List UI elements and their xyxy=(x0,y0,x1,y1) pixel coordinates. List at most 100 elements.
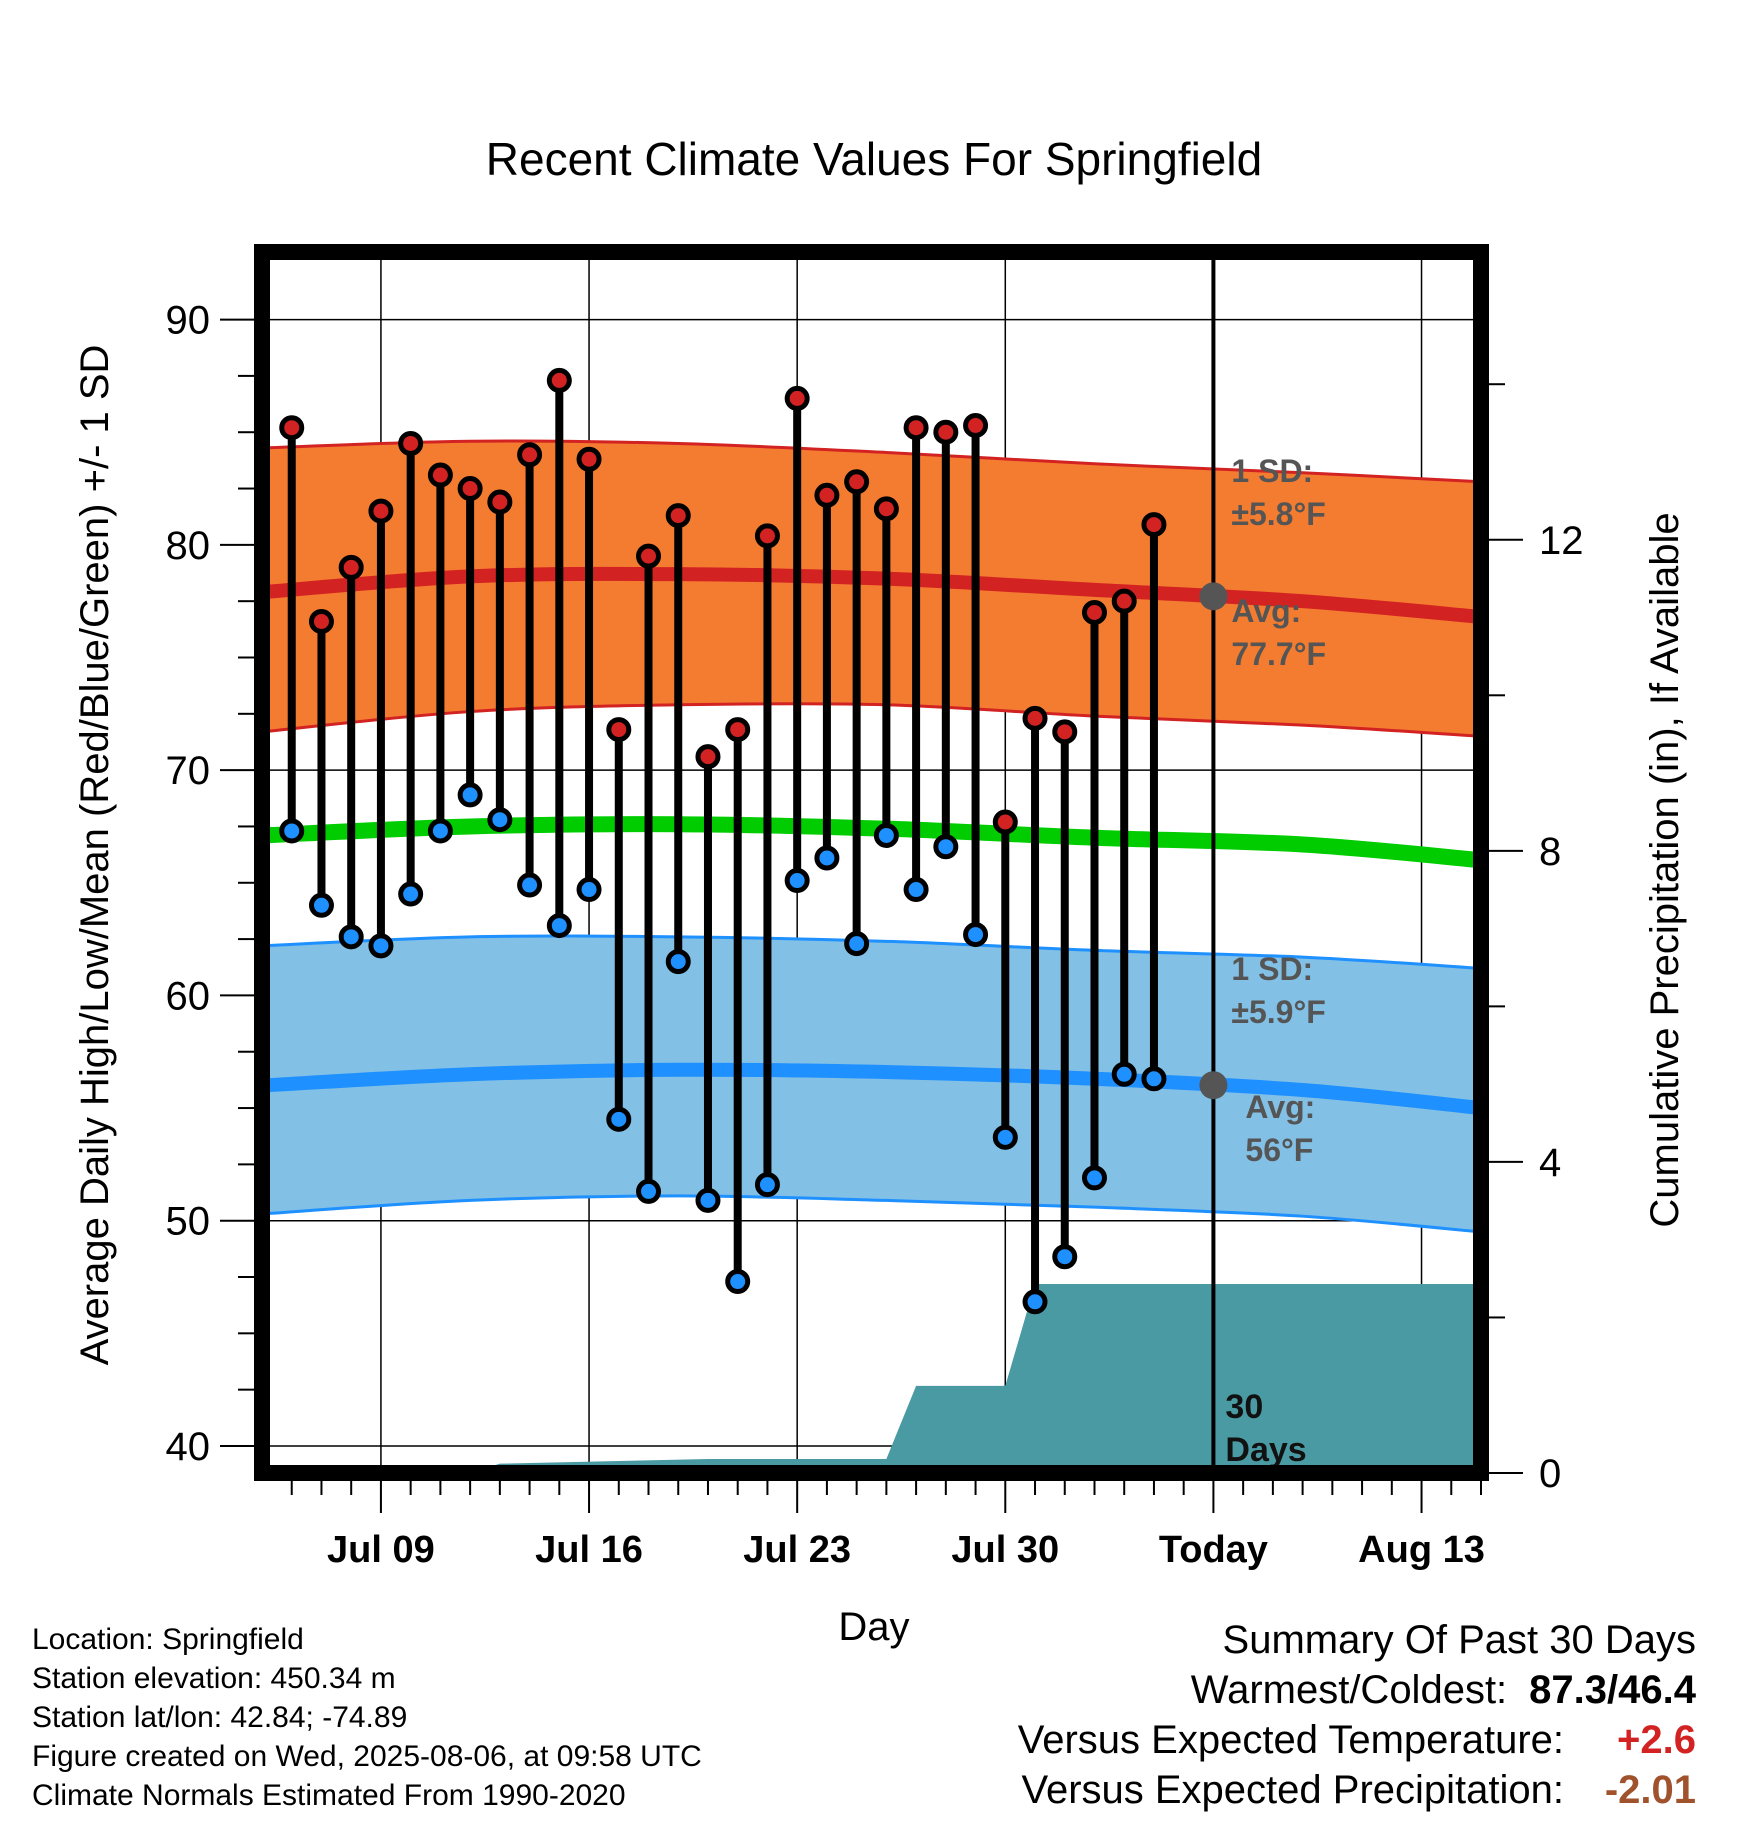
daily-low-point xyxy=(933,834,959,860)
plot-area: 1 SD: ±5.8°F Avg: 77.7°F 1 SD: ±5.9°F Avg: 56°F… xyxy=(166,0,1584,1571)
low-avg-value: 56°F xyxy=(1245,1132,1313,1168)
today-low-normal-marker xyxy=(1199,1071,1228,1100)
period-label-unit: Days xyxy=(1225,1431,1306,1469)
daily-high-point xyxy=(814,482,840,508)
daily-high-point xyxy=(546,367,572,393)
high-avg-value: 77.7°F xyxy=(1231,636,1326,672)
daily-low-point xyxy=(308,892,334,918)
daily-high-point xyxy=(1174,0,1194,10)
daily-low-point xyxy=(963,922,989,948)
daily-high-point xyxy=(725,717,751,743)
daily-low-point xyxy=(636,1178,662,1204)
daily-high-point xyxy=(784,385,810,411)
daily-high-point xyxy=(308,608,334,634)
warmest-coldest-value: 87.3/46.4 xyxy=(1529,1668,1696,1712)
high-avg-label: Avg: xyxy=(1231,593,1301,629)
daily-low-point xyxy=(398,881,424,907)
today-high-normal-marker xyxy=(1199,582,1228,611)
daily-high-point xyxy=(665,503,691,529)
daily-low-point xyxy=(992,1124,1018,1150)
high-sd-value: ±5.8°F xyxy=(1231,496,1325,532)
daily-high-point xyxy=(636,543,662,569)
precip-departure-value: -2.01 xyxy=(1604,1768,1696,1812)
y2-tick-label: 12 xyxy=(1539,519,1584,563)
x-tick-label: Jul 23 xyxy=(743,1529,851,1571)
daily-high-point xyxy=(457,476,483,502)
daily-high-point xyxy=(1141,512,1167,538)
summary-heading: Summary Of Past 30 Days xyxy=(1222,1618,1696,1662)
location-text: Location: Springfield xyxy=(32,1623,304,1656)
precip-area xyxy=(262,1284,1481,1473)
daily-low-point xyxy=(844,931,870,957)
x-tick-label: Aug 13 xyxy=(1358,1529,1485,1571)
daily-low-point xyxy=(1022,1289,1048,1315)
x-axis-title: Day xyxy=(838,1605,909,1649)
chart-title: Recent Climate Values For Springfield xyxy=(486,133,1262,185)
y2-tick-label: 4 xyxy=(1539,1141,1561,1185)
daily-low-point xyxy=(814,845,840,871)
daily-high-point xyxy=(1052,719,1078,745)
y-axis-title: Average Daily High/Low/Mean (Red/Blue/Gr… xyxy=(73,345,117,1366)
y2-tick-label: 8 xyxy=(1539,830,1561,874)
y-tick-label: 90 xyxy=(166,299,211,343)
period-label-count: 30 xyxy=(1225,1388,1263,1426)
temp-departure-row: Versus Expected Temperature: +2.6 xyxy=(1018,1715,1696,1765)
y-tick-label: 40 xyxy=(166,1425,211,1469)
daily-high-point xyxy=(992,809,1018,835)
daily-low-point xyxy=(725,1269,751,1295)
daily-high-point xyxy=(933,419,959,445)
daily-high-point xyxy=(576,446,602,472)
temp-departure-label: Versus Expected Temperature: xyxy=(1017,1718,1564,1762)
warmest-coldest-row: Warmest/Coldest: 87.3/46.4 xyxy=(1018,1665,1696,1715)
y-tick-label: 70 xyxy=(166,749,211,793)
latlon-text: Station lat/lon: 42.84; -74.89 xyxy=(32,1701,408,1734)
daily-low-point xyxy=(1081,1165,1107,1191)
daily-low-point xyxy=(368,933,394,959)
daily-high-point xyxy=(963,412,989,438)
daily-low-point xyxy=(784,868,810,894)
daily-low-point xyxy=(279,818,305,844)
x-tick-label: Jul 16 xyxy=(535,1529,643,1571)
daily-low-point xyxy=(1111,1061,1137,1087)
x-tick-label: Today xyxy=(1159,1529,1268,1571)
daily-low-point xyxy=(457,782,483,808)
station-info: Location: Springfield Station elevation:… xyxy=(32,1620,702,1815)
y-tick-label: 50 xyxy=(166,1200,211,1244)
daily-high-point xyxy=(873,496,899,522)
temp-departure-value: +2.6 xyxy=(1617,1718,1696,1762)
daily-low-point xyxy=(1052,1244,1078,1270)
y2-tick-label: 0 xyxy=(1539,1452,1561,1496)
daily-high-point xyxy=(487,489,513,515)
daily-low-point xyxy=(546,913,572,939)
warmest-coldest-label: Warmest/Coldest: xyxy=(1190,1668,1508,1712)
daily-high-point xyxy=(279,415,305,441)
daily-high-point xyxy=(695,744,721,770)
summary-panel: Summary Of Past 30 Days Warmest/Coldest:… xyxy=(1018,1615,1696,1815)
daily-high-point xyxy=(844,469,870,495)
daily-low-point xyxy=(665,949,691,975)
daily-high-point xyxy=(1111,588,1137,614)
daily-low-point xyxy=(338,924,364,950)
daily-high-point xyxy=(517,442,543,468)
plot-frame xyxy=(254,244,1489,1481)
plot-content: 1 SD: ±5.8°F Avg: 77.7°F 1 SD: ±5.9°F Avg: 56°F… xyxy=(262,0,1481,1473)
daily-high-point xyxy=(427,462,453,488)
low-avg-label: Avg: xyxy=(1245,1089,1315,1125)
x-tick-label: Jul 30 xyxy=(951,1529,1059,1571)
x-tick-label: Jul 09 xyxy=(327,1529,435,1571)
daily-low-point xyxy=(873,822,899,848)
y2-axis-title: Cumulative Precipitation (in), If Availa… xyxy=(1643,512,1687,1227)
daily-low-point xyxy=(754,1172,780,1198)
daily-low-point xyxy=(695,1187,721,1213)
daily-low-point xyxy=(1174,0,1194,10)
precip-departure-label: Versus Expected Precipitation: xyxy=(1021,1768,1564,1812)
daily-low-point xyxy=(576,877,602,903)
daily-high-point xyxy=(903,415,929,441)
daily-low-point xyxy=(487,807,513,833)
daily-high-point xyxy=(1022,705,1048,731)
low-normal-line xyxy=(262,1062,1481,1116)
low-sd-value: ±5.9°F xyxy=(1231,994,1325,1030)
precip-departure-row: Versus Expected Precipitation: -2.01 xyxy=(1018,1765,1696,1815)
daily-low-point xyxy=(517,872,543,898)
